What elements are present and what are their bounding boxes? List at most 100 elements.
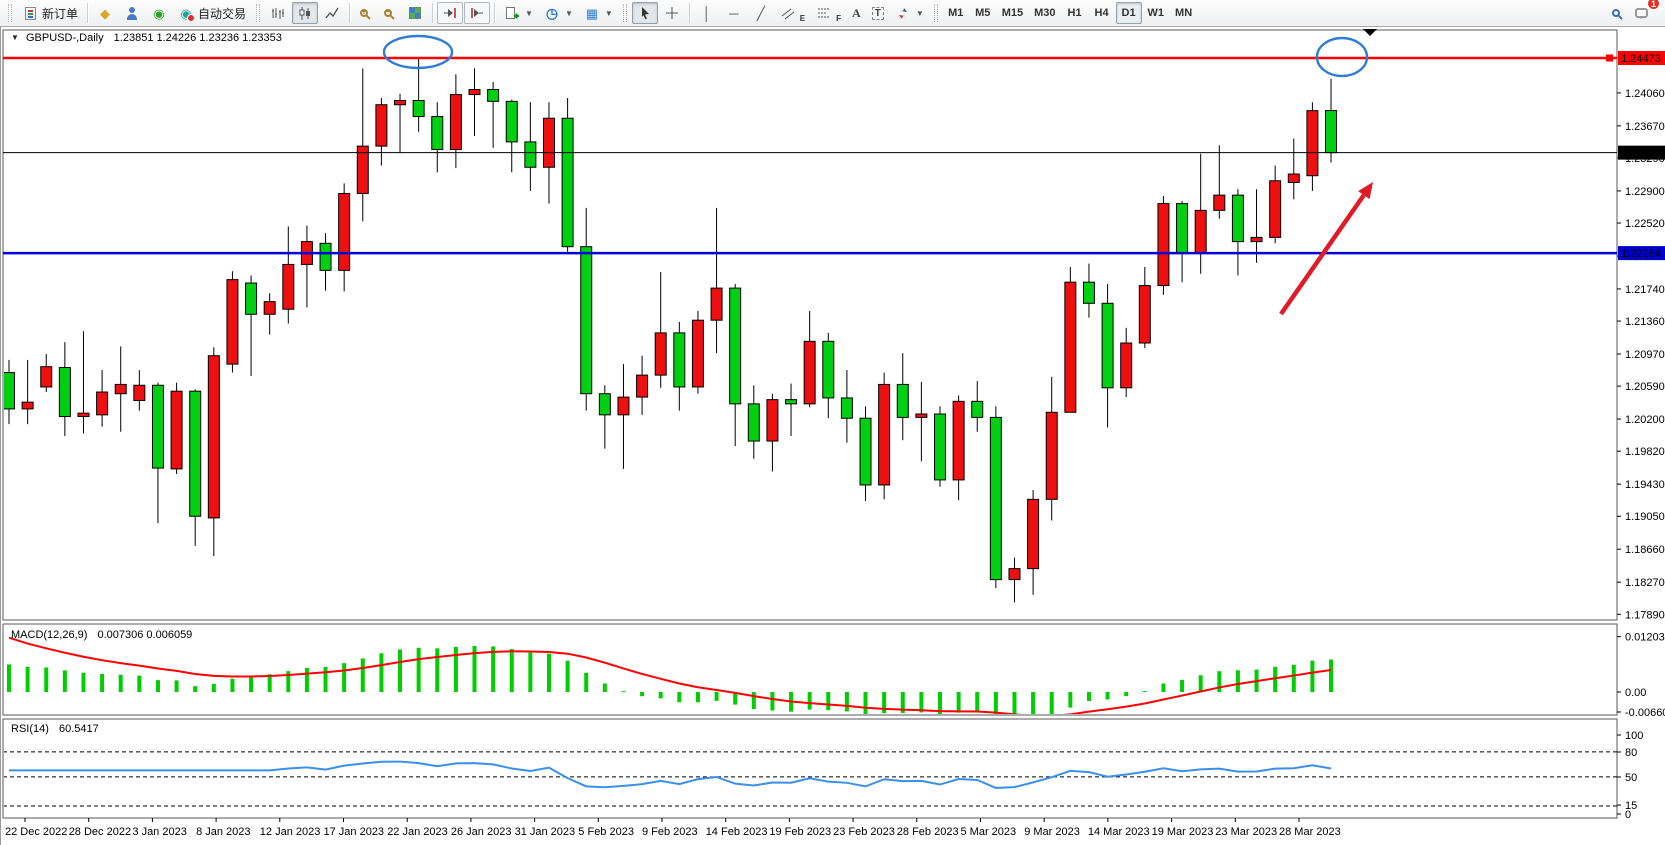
candle-body	[412, 100, 425, 118]
date-label: 14 Mar 2023	[1088, 826, 1150, 838]
macd-histogram-bar	[342, 663, 347, 692]
candle-body	[1325, 110, 1338, 154]
highlight-ellipse[interactable]	[382, 34, 454, 70]
macd-histogram-bar	[137, 675, 142, 692]
time-axis[interactable]: 22 Dec 2022 28 Dec 2022 3 Jan 2023 8 Jan 20…	[5, 818, 1341, 838]
candle-body	[840, 397, 853, 419]
gold-chart-button[interactable]: ◆	[92, 2, 118, 24]
collapse-quote-arrow-icon[interactable]: ▼	[11, 33, 19, 42]
timeframe-m15[interactable]: M15	[997, 2, 1028, 24]
price-axis[interactable]: 1.240601.236701.232901.229001.225201.221…	[1617, 88, 1665, 621]
toolbar-grip[interactable]	[256, 4, 261, 22]
candle-body	[151, 384, 164, 469]
timeframe-mn[interactable]: MN	[1170, 2, 1197, 24]
macd-histogram-bar	[1180, 679, 1185, 692]
rsi-line	[9, 760, 1332, 789]
search-button[interactable]	[1606, 2, 1629, 24]
text-tool-button[interactable]: A	[847, 2, 866, 24]
rsi-panel[interactable]	[2, 718, 1618, 819]
candlestick-chart-button[interactable]	[292, 2, 319, 24]
zoom-out-button[interactable]	[378, 2, 401, 24]
timeframe-d1[interactable]: D1	[1115, 2, 1142, 24]
candle-body	[766, 399, 779, 442]
arrows-tool-dropdown[interactable]: ▼	[890, 2, 929, 24]
candle-body	[1082, 281, 1095, 304]
vertical-line-tool-button[interactable]: │	[694, 2, 720, 24]
periods-dropdown[interactable]: ◷ ▼	[539, 2, 578, 24]
auto-trading-button[interactable]: ◉ 自动交易	[173, 2, 251, 24]
candle-body	[1306, 110, 1319, 177]
macd-histogram-bar	[211, 683, 216, 692]
text-tool-icon: A	[852, 5, 861, 20]
crosshair-tool-button[interactable]	[659, 2, 685, 24]
bar-chart-button[interactable]	[265, 2, 291, 24]
macd-histogram-bar	[1161, 683, 1166, 692]
tile-windows-button[interactable]	[402, 2, 428, 24]
fibonacci-tool-button[interactable]: F	[811, 2, 846, 24]
tile-windows-icon	[407, 6, 423, 21]
candle-body	[561, 117, 574, 248]
new-chart-dropdown[interactable]: ▼	[499, 2, 538, 24]
macd-histogram-bar	[1217, 671, 1222, 692]
macd-histogram-bar	[7, 664, 11, 692]
candle-body	[1064, 281, 1077, 413]
macd-histogram-bar	[1291, 664, 1296, 692]
account-person-icon	[124, 6, 140, 21]
gold-icon: ◆	[100, 5, 111, 21]
line-anchor-handle[interactable]	[1606, 54, 1613, 62]
candle-body	[40, 366, 53, 388]
trend-arrow-object[interactable]	[1279, 193, 1366, 316]
candle-body	[691, 319, 704, 388]
macd-histogram-bar	[267, 674, 272, 692]
zoom-in-button[interactable]	[354, 2, 377, 24]
toolbar-grip[interactable]	[622, 4, 627, 22]
macd-histogram-bar	[1124, 692, 1129, 697]
channel-sub-letter: E	[799, 14, 806, 23]
cursor-tool-button[interactable]	[631, 2, 658, 24]
candle-body	[207, 355, 220, 519]
timeframe-m5[interactable]: M5	[970, 2, 996, 24]
price-tick-label: 1.20590	[1625, 381, 1665, 393]
candle-body	[114, 383, 127, 395]
date-label: 31 Jan 2023	[515, 826, 576, 838]
rsi-name: RSI(14)	[11, 723, 49, 735]
macd-histogram-bar	[453, 646, 458, 692]
ohlc-quote: 1.23851 1.24226 1.23236 1.23353	[113, 32, 282, 44]
text-label-tool-button[interactable]: T	[867, 2, 889, 24]
macd-histogram-bar	[863, 692, 868, 714]
channel-tool-button[interactable]: E	[775, 2, 810, 24]
toolbar-grip[interactable]	[8, 4, 12, 22]
timeframe-h1[interactable]: H1	[1062, 2, 1088, 24]
timeframe-h4[interactable]: H4	[1089, 2, 1115, 24]
macd-histogram-bar	[1310, 660, 1315, 692]
accounts-button[interactable]	[119, 2, 145, 24]
auto-trading-label: 自动交易	[198, 6, 247, 21]
auto-scroll-button[interactable]	[464, 2, 491, 24]
signals-icon: ◉	[153, 5, 165, 21]
new-order-button[interactable]: 新订单	[17, 2, 83, 24]
trendline-tool-button[interactable]: ╱	[748, 2, 774, 24]
chart-shift-button[interactable]	[437, 2, 464, 24]
chart-window[interactable]: 1.240601.236701.232901.229001.225201.221…	[0, 27, 1665, 845]
toolbar-grip[interactable]	[933, 4, 938, 22]
line-chart-button[interactable]	[319, 2, 345, 24]
timeframe-m1[interactable]: M1	[943, 2, 969, 24]
macd-histogram-bar	[1105, 692, 1110, 700]
date-label: 28 Feb 2023	[897, 826, 959, 838]
candle-body	[915, 413, 928, 418]
chart-canvas[interactable]: 1.240601.236701.232901.229001.225201.221…	[1, 27, 1665, 845]
templates-dropdown[interactable]: ▦ ▼	[579, 2, 618, 24]
notifications-button[interactable]: 1	[1630, 0, 1660, 24]
highlight-ellipse[interactable]	[1315, 36, 1369, 78]
timeframe-w1[interactable]: W1	[1143, 2, 1170, 24]
timeframe-m30[interactable]: M30	[1029, 2, 1060, 24]
candle-body	[617, 396, 630, 416]
signals-button[interactable]: ◉	[146, 2, 172, 24]
horizontal-line-tool-button[interactable]: ─	[721, 2, 747, 24]
zoom-in-icon	[360, 7, 369, 18]
candlestick-plot[interactable]	[4, 57, 1338, 603]
candle-body	[394, 100, 407, 106]
vertical-line-icon: │	[702, 5, 711, 21]
macd-histogram-bar	[155, 680, 160, 692]
